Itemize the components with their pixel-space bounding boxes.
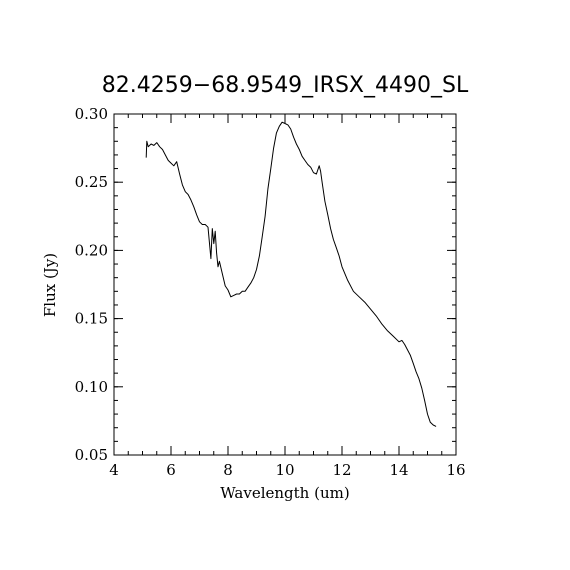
spectrum-line — [145, 121, 437, 427]
plot-frame — [113, 113, 457, 456]
x-tick-label: 10 — [275, 461, 294, 479]
chart-title: 82.4259−68.9549_IRSX_4490_SL — [102, 73, 469, 98]
x-axis-label: Wavelength (um) — [220, 484, 349, 502]
x-tick-label: 8 — [223, 461, 233, 479]
y-tick-label: 0.15 — [75, 310, 108, 328]
y-axis-label: Flux (Jy) — [41, 253, 59, 317]
axis-ticks — [113, 113, 457, 456]
x-tick-label: 4 — [109, 461, 119, 479]
y-tick-label: 0.25 — [75, 173, 108, 191]
y-tick-label: 0.20 — [75, 241, 108, 259]
axis-tick-labels: 4 6 8 10 12 14 16 0.05 0.10 0.15 0.20 0.25 0.30 — [75, 105, 466, 479]
x-tick-label: 12 — [332, 461, 351, 479]
x-tick-label: 14 — [389, 461, 408, 479]
x-tick-label: 16 — [446, 461, 465, 479]
series-group — [145, 121, 437, 427]
y-tick-label: 0.05 — [75, 446, 108, 464]
x-tick-label: 6 — [166, 461, 176, 479]
y-tick-label: 0.30 — [75, 105, 108, 123]
y-tick-label: 0.10 — [75, 378, 108, 396]
